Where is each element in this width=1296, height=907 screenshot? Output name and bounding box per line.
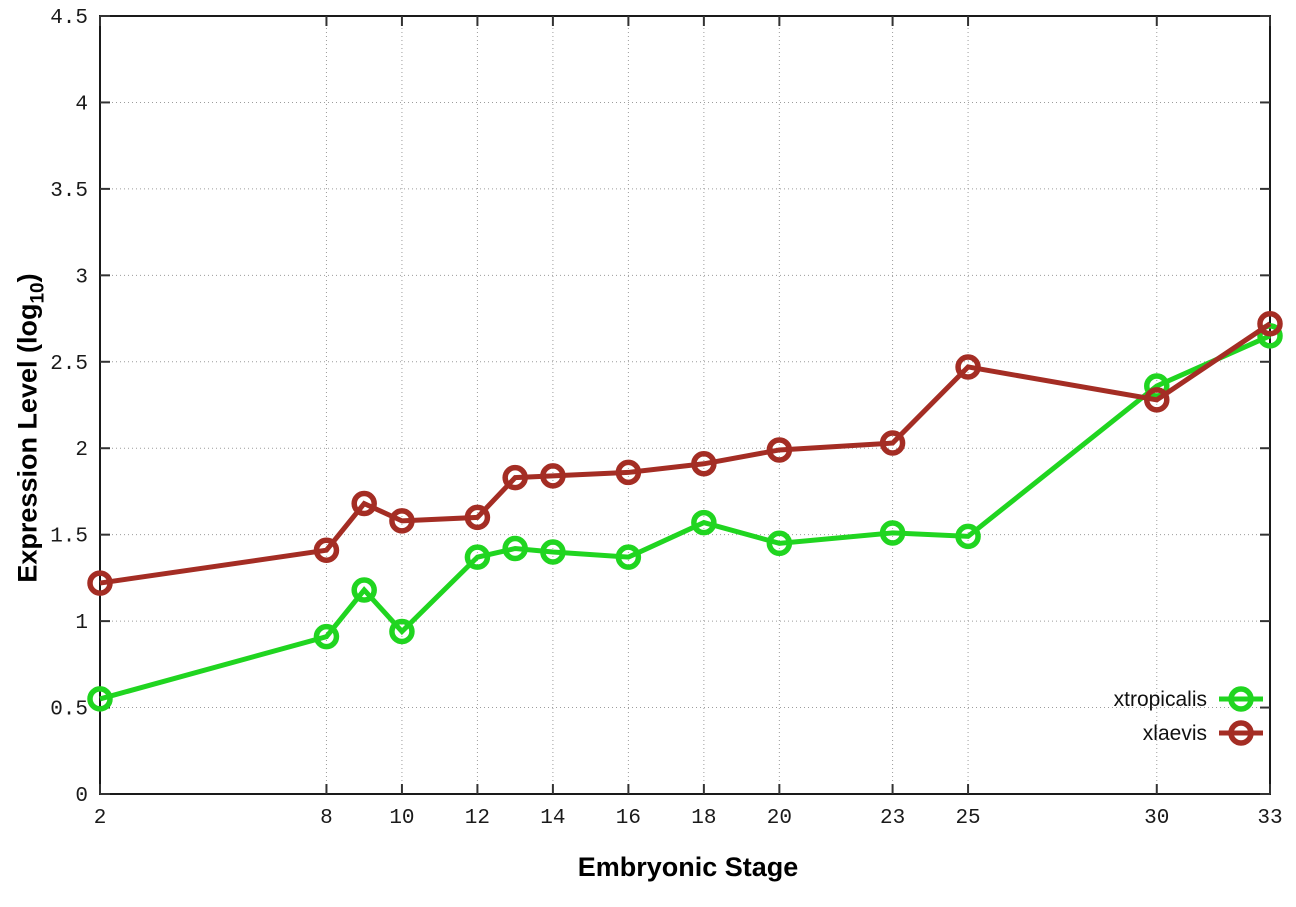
y-tick-label: 0 xyxy=(75,785,88,808)
y-tick-label: 4.5 xyxy=(50,7,88,30)
y-tick-label: 0.5 xyxy=(50,699,88,722)
data-point-xlaevis xyxy=(87,570,113,596)
data-point-xtropicalis xyxy=(615,544,642,570)
data-point-xtropicalis xyxy=(389,618,415,645)
data-point-xtropicalis xyxy=(879,520,906,546)
data-point-xlaevis xyxy=(540,463,566,489)
x-axis-title: Embryonic Stage xyxy=(577,852,799,882)
data-point-xtropicalis xyxy=(502,535,528,562)
x-tick-label: 12 xyxy=(465,807,490,830)
x-tick-label: 14 xyxy=(540,807,565,830)
x-tick-label: 10 xyxy=(389,807,414,830)
series-line-xlaevis xyxy=(99,321,1272,586)
data-point-xlaevis xyxy=(1144,387,1170,413)
y-axis-title: Expression Level (log10) xyxy=(12,273,49,583)
data-point-xlaevis xyxy=(955,354,981,380)
data-point-xtropicalis xyxy=(87,686,113,712)
data-point-xtropicalis xyxy=(464,544,491,570)
data-point-xtropicalis xyxy=(691,509,717,536)
legend-sample-marker-xlaevis xyxy=(1228,720,1254,746)
data-point-xlaevis xyxy=(766,437,793,463)
data-point-xtropicalis xyxy=(351,577,377,603)
data-point-xlaevis xyxy=(313,537,340,563)
data-point-xlaevis xyxy=(615,459,642,486)
data-point-xlaevis xyxy=(879,430,906,456)
x-tick-label: 16 xyxy=(616,807,641,830)
y-axis-title-subscript: 10 xyxy=(27,282,49,304)
y-tick-label: 3 xyxy=(75,266,88,289)
data-point-xlaevis xyxy=(351,490,377,517)
data-point-xtropicalis xyxy=(1144,373,1170,399)
x-tick-label: 18 xyxy=(691,807,716,830)
data-point-xlaevis xyxy=(502,464,528,491)
plot-border xyxy=(99,15,1271,795)
data-point-xtropicalis xyxy=(766,530,793,557)
y-tick-label: 4 xyxy=(75,93,88,116)
y-tick-label: 3.5 xyxy=(50,180,88,203)
data-point-xlaevis xyxy=(691,451,717,477)
x-tick-label: 23 xyxy=(880,807,905,830)
x-tick-label: 30 xyxy=(1144,807,1169,830)
data-point-xlaevis xyxy=(1257,310,1283,337)
legend-sample-marker-xtropicalis xyxy=(1228,686,1254,712)
x-tick-label: 8 xyxy=(320,807,333,830)
y-axis-title-text: Expression Level (log xyxy=(12,303,43,583)
data-point-xtropicalis xyxy=(540,539,566,565)
y-tick-label: 2 xyxy=(75,439,88,462)
legend-label-xtropicalis: xtropicalis xyxy=(1114,688,1207,711)
y-tick-label: 1.5 xyxy=(50,526,88,549)
y-tick-label: 1 xyxy=(75,612,88,635)
data-point-xtropicalis xyxy=(955,523,981,550)
data-point-xtropicalis xyxy=(313,623,340,650)
x-tick-label: 25 xyxy=(955,807,980,830)
x-tick-label: 2 xyxy=(94,807,107,830)
y-axis-title-close: ) xyxy=(12,273,43,283)
y-tick-label: 2.5 xyxy=(50,353,88,376)
data-point-xlaevis xyxy=(464,504,491,531)
x-tick-label: 20 xyxy=(767,807,792,830)
legend-label-xlaevis: xlaevis xyxy=(1143,722,1207,745)
x-tick-label: 33 xyxy=(1257,807,1282,830)
data-point-xlaevis xyxy=(389,508,415,534)
